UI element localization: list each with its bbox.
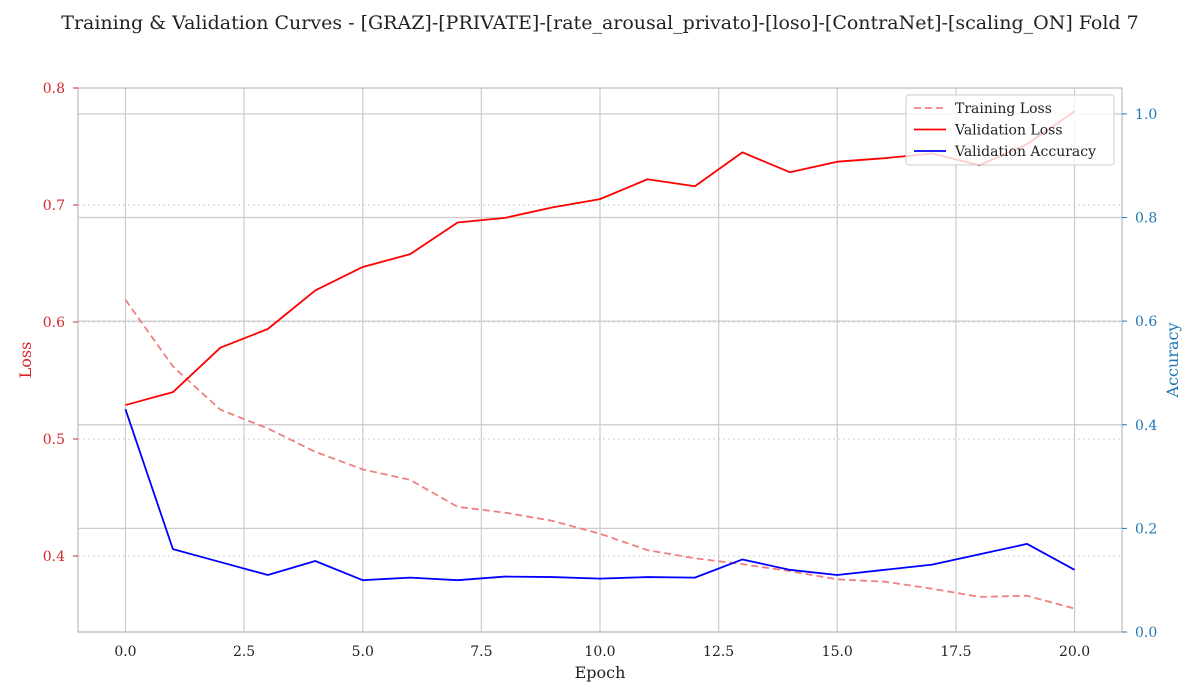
- grid-lines: [78, 87, 1122, 633]
- validation-accuracy-line: [124, 408, 1075, 582]
- legend-label-validation-accuracy: Validation Accuracy: [954, 144, 1096, 160]
- y-left-tick-label: 0.4: [43, 549, 65, 565]
- y-left-tick-label: 0.8: [43, 81, 65, 97]
- y-left-axis-label: Loss: [16, 342, 35, 379]
- x-tick-label: 12.5: [703, 644, 734, 660]
- x-tick-label: 0.0: [114, 644, 136, 660]
- plot-frame: [77, 87, 1123, 633]
- legend-label-training-loss: Training Loss: [955, 101, 1052, 117]
- y-right-axis-label: Accuracy: [1163, 323, 1182, 399]
- y-right-tick-label: 0.4: [1135, 418, 1157, 434]
- y-right-tick-label: 0.2: [1135, 521, 1157, 537]
- x-tick-label: 5.0: [352, 644, 374, 660]
- legend: Training Loss Validation Loss Validation A…: [905, 94, 1115, 166]
- y-left-tick-label: 0.5: [43, 432, 65, 448]
- y-right-tick-label: 0.8: [1135, 211, 1157, 227]
- chart-title: Training & Validation Curves - [GRAZ]-[P…: [61, 12, 1138, 34]
- x-tick-label: 17.5: [940, 644, 971, 660]
- y-left-tick-label: 0.7: [43, 198, 65, 214]
- legend-label-validation-loss: Validation Loss: [954, 123, 1063, 139]
- x-tick-label: 7.5: [470, 644, 492, 660]
- x-tick-label: 2.5: [233, 644, 255, 660]
- legend-box: [905, 94, 1115, 166]
- x-tick-label: 10.0: [584, 644, 615, 660]
- y-right-tick-label: 1.0: [1135, 107, 1157, 123]
- y-left-tick-label: 0.6: [43, 315, 65, 331]
- tick-labels: 0.0 2.5 5.0 7.5 10.0 12.5 15.0 17.5 20.0 0.4 0.5 0.…: [43, 81, 1158, 660]
- x-tick-label: 15.0: [822, 644, 853, 660]
- y-right-tick-label: 0.6: [1135, 314, 1157, 330]
- x-axis-label: Epoch: [575, 663, 626, 682]
- x-tick-label: 20.0: [1059, 644, 1090, 660]
- training-loss-line: [124, 299, 1075, 610]
- y-right-tick-label: 0.0: [1135, 625, 1157, 641]
